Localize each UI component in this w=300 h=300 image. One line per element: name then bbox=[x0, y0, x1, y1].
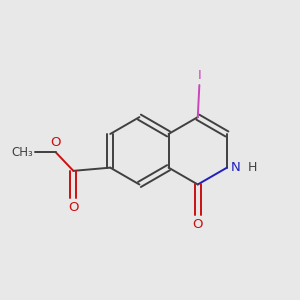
Text: N: N bbox=[231, 161, 241, 174]
Text: I: I bbox=[197, 70, 201, 83]
Text: CH₃: CH₃ bbox=[11, 146, 33, 159]
Text: O: O bbox=[68, 201, 79, 214]
Text: O: O bbox=[193, 218, 203, 230]
Text: H: H bbox=[248, 161, 257, 174]
Text: O: O bbox=[50, 136, 61, 149]
